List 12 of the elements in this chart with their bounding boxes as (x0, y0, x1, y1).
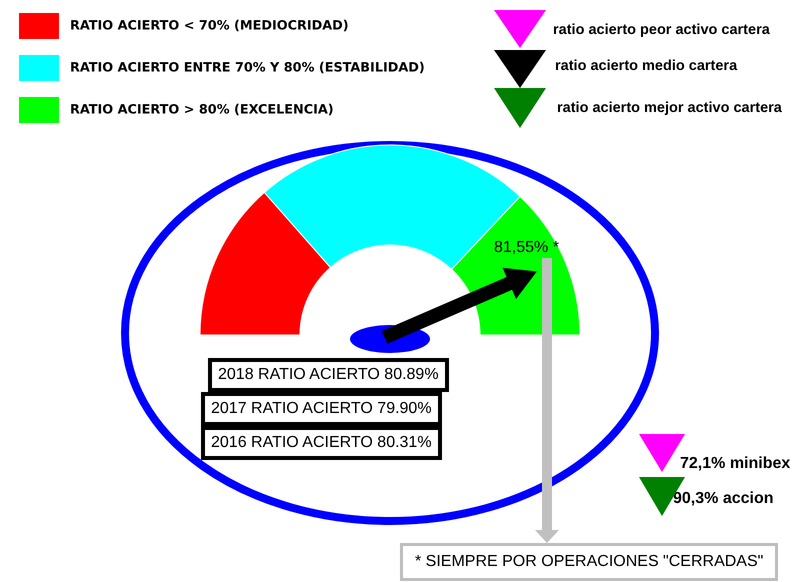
text: 2018 RATIO ACIERTO 80.89% (208, 358, 449, 392)
text: 72,1% minibex (680, 455, 790, 472)
text: ratio acierto peor activo cartera (553, 22, 770, 38)
text: 2017 RATIO ACIERTO 79.90% (201, 392, 442, 426)
text: ratio acierto mejor activo cartera (557, 100, 782, 116)
text: ratio acierto medio cartera (555, 58, 738, 74)
legend-label: RATIO ACIERTO < 70% (MEDIOCRIDAD) (70, 18, 349, 34)
legend-label: RATIO ACIERTO > 80% (EXCELENCIA) (70, 102, 334, 118)
text: * SIEMPRE POR OPERACIONES "CERRADAS" (400, 543, 778, 581)
text: 2016 RATIO ACIERTO 80.31% (201, 426, 442, 460)
legend-label: RATIO ACIERTO ENTRE 70% Y 80% (ESTABILIDAD) (70, 60, 425, 76)
text: 90,3% accion (673, 490, 774, 507)
